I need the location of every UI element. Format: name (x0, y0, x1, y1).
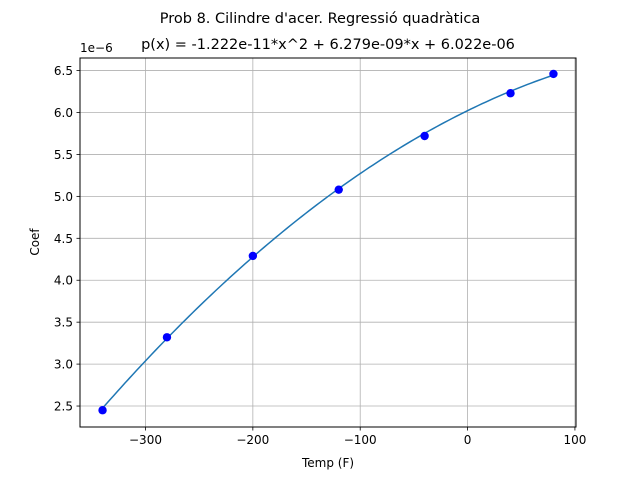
y-tick-label: 6.0 (54, 106, 73, 120)
y-tick-label: 6.5 (54, 64, 73, 78)
data-point (549, 69, 558, 79)
y-tick-label: 3.0 (54, 358, 73, 372)
y-tick-label: 5.0 (54, 190, 73, 204)
y-tick-label: 4.0 (54, 274, 73, 288)
ticks-layer: −300 −200 −100 0 100 2.5 3.0 3.5 4.0 4.5 5.0 5.5 6.0… (54, 64, 586, 447)
chart-subtitle: p(x) = -1.222e-11*x^2 + 6.279e-09*x + 6.… (141, 37, 515, 53)
data-point (420, 131, 429, 141)
data-point (248, 251, 258, 261)
fit-curve-line (101, 74, 554, 409)
data-point (334, 185, 343, 194)
chart-title: Prob 8. Cilindre d'acer. Regressió quadr… (160, 11, 481, 27)
y-tick-label: 5.5 (54, 148, 73, 162)
data-point (506, 89, 515, 98)
x-tick-label: 100 (563, 433, 586, 447)
y-tick-label: 2.5 (54, 400, 73, 414)
x-tick-label: 0 (464, 433, 472, 447)
y-axis-label: Coef (28, 228, 42, 256)
data-point (98, 406, 107, 415)
data-point (162, 333, 172, 342)
fit-curve-layer (101, 74, 554, 409)
grid-layer (80, 58, 576, 427)
data-points-layer (98, 69, 558, 415)
x-tick-label: −100 (344, 433, 377, 447)
y-offset-text: 1e−6 (80, 41, 113, 55)
x-tick-label: −200 (236, 433, 269, 447)
axes-frame (79, 57, 577, 428)
x-axis-label: Temp (F) (301, 456, 354, 470)
x-tick-label: −300 (129, 433, 162, 447)
y-tick-label: 3.5 (54, 316, 73, 330)
y-tick-label: 4.5 (54, 232, 73, 246)
